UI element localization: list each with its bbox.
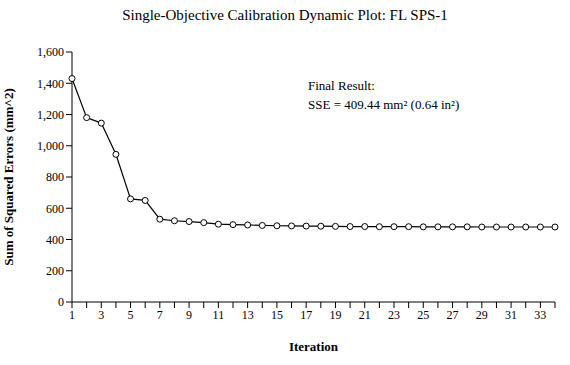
svg-text:200: 200	[46, 264, 64, 278]
svg-text:800: 800	[46, 170, 64, 184]
svg-text:13: 13	[242, 308, 254, 322]
svg-text:1,600: 1,600	[37, 45, 64, 59]
svg-text:Iteration: Iteration	[289, 339, 339, 354]
svg-text:31: 31	[505, 308, 517, 322]
svg-text:1,200: 1,200	[37, 108, 64, 122]
svg-text:27: 27	[447, 308, 459, 322]
svg-text:1,000: 1,000	[37, 139, 64, 153]
svg-text:33: 33	[534, 308, 546, 322]
svg-text:1,400: 1,400	[37, 77, 64, 91]
svg-text:29: 29	[476, 308, 488, 322]
svg-text:Sum of Squared Errors (mm^2): Sum of Squared Errors (mm^2)	[8, 88, 16, 266]
svg-text:3: 3	[98, 308, 104, 322]
svg-text:0: 0	[58, 295, 64, 309]
svg-text:7: 7	[157, 308, 163, 322]
svg-text:9: 9	[186, 308, 192, 322]
svg-text:21: 21	[359, 308, 371, 322]
svg-text:19: 19	[329, 308, 341, 322]
svg-text:400: 400	[46, 233, 64, 247]
html-text:SSE = 409.44 mm² (0.64 in²): SSE = 409.44 mm² (0.64 in²)	[308, 97, 460, 112]
svg-text:15: 15	[271, 308, 283, 322]
svg-text:25: 25	[417, 308, 429, 322]
svg-text:11: 11	[213, 308, 225, 322]
svg-text:17: 17	[300, 308, 312, 322]
svg-text:5: 5	[128, 308, 134, 322]
html-text:Final Result:: Final Result:	[308, 78, 375, 93]
svg-text:23: 23	[388, 308, 400, 322]
svg-text:600: 600	[46, 202, 64, 216]
svg-text:1: 1	[69, 308, 75, 322]
html-text:Single-Objective Calibration D: Single-Objective Calibration Dynamic Plo…	[122, 7, 448, 23]
